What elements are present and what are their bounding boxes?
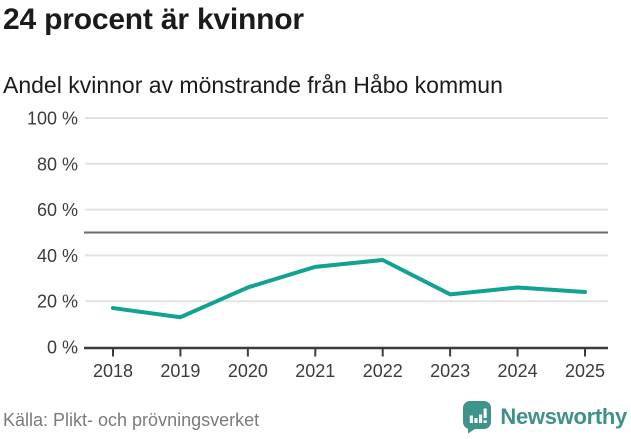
logo-bar-3 bbox=[479, 414, 483, 423]
source-note: Källa: Plikt- och prövningsverket bbox=[3, 410, 260, 430]
chart-subtitle: Andel kvinnor av mönstrande från Håbo ko… bbox=[3, 72, 503, 98]
y-tick-label: 60 % bbox=[37, 200, 78, 220]
newsworthy-brand: Newsworthy bbox=[462, 400, 627, 434]
x-tick-label: 2024 bbox=[498, 361, 538, 381]
logo-bar-2 bbox=[474, 418, 478, 423]
x-tick-label: 2021 bbox=[295, 361, 335, 381]
y-tick-label: 40 % bbox=[37, 246, 78, 266]
y-tick-label: 80 % bbox=[37, 154, 78, 174]
logo-exclamation-dot bbox=[484, 420, 488, 423]
x-tick-label: 2018 bbox=[93, 361, 133, 381]
logo-bar-1 bbox=[470, 415, 474, 423]
y-tick-label: 100 % bbox=[27, 109, 78, 129]
x-tick-label: 2023 bbox=[430, 361, 470, 381]
y-tick-label: 0 % bbox=[47, 338, 78, 358]
x-tick-label: 2020 bbox=[228, 361, 268, 381]
newsworthy-wordmark: Newsworthy bbox=[500, 404, 627, 429]
newsworthy-logo-icon bbox=[463, 401, 492, 434]
y-tick-label: 20 % bbox=[37, 292, 78, 312]
logo-exclamation-stem bbox=[484, 408, 488, 418]
line-chart: 0 % 20 % 40 % 60 % 80 % 100 % 2018 2019 2020 2021… bbox=[27, 109, 608, 381]
x-tick-label: 2019 bbox=[160, 361, 200, 381]
chart-title: 24 procent är kvinnor bbox=[3, 3, 304, 36]
x-tick-label: 2022 bbox=[363, 361, 403, 381]
data-line bbox=[111, 257, 587, 320]
x-tick-label: 2025 bbox=[565, 361, 605, 381]
